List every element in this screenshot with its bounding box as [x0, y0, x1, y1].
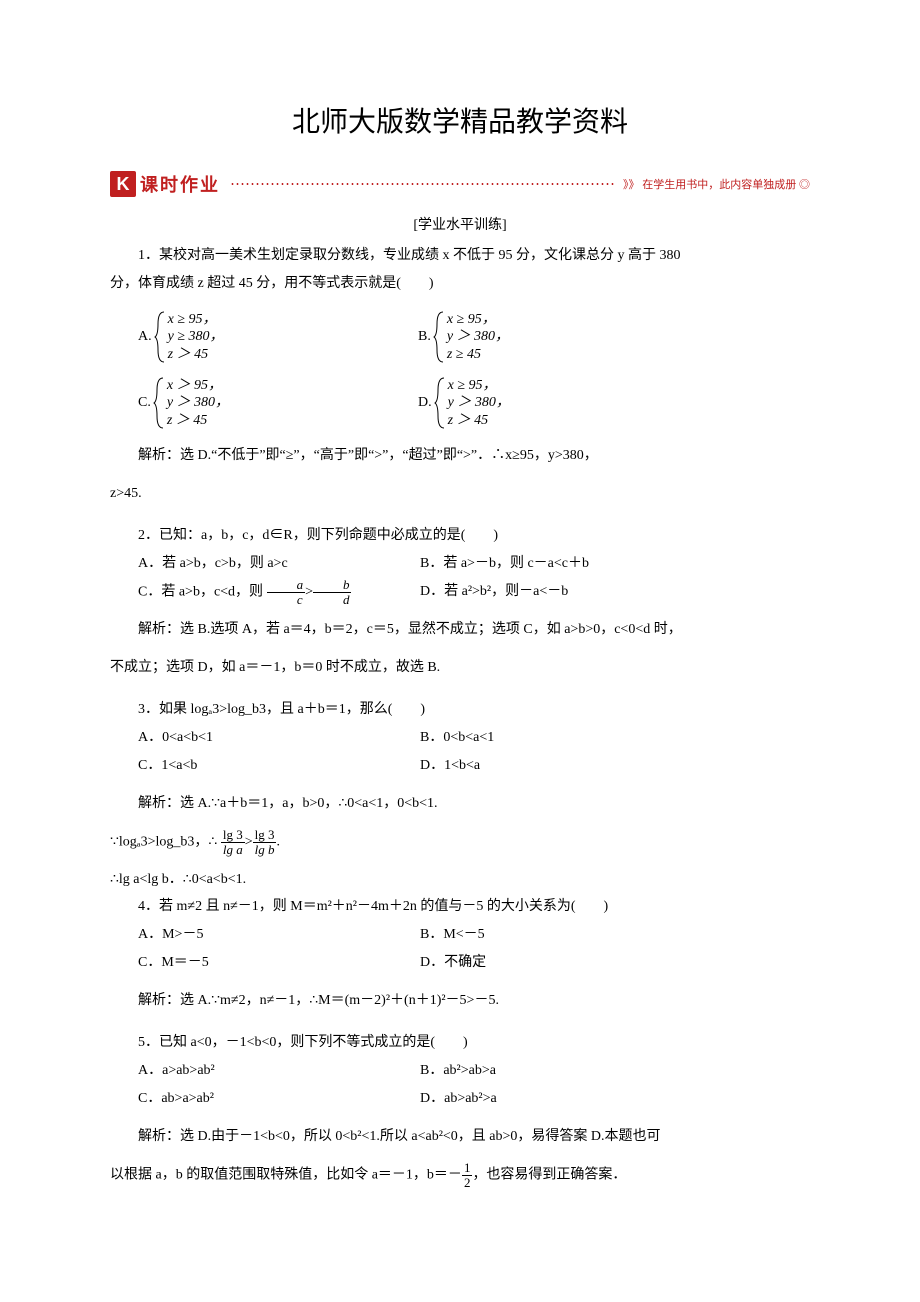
brace-line: y ＞ 380， [448, 394, 510, 412]
q3-option-A: A．0<a<b<1 [110, 724, 420, 752]
q5-analysis-line1: 解析：选 D.由于－1<b<0，所以 0<b²<1.所以 a<ab²<0，且 a… [110, 1123, 810, 1151]
brace-line: x ≥ 95， [448, 377, 510, 395]
q5-analysis-line2: 以根据 a，b 的取值范围取特殊值，比如令 a＝－1，b＝－ 1 2 ，也容易得… [110, 1161, 810, 1189]
q2-option-D: D．若 a²>b²，则－a<－b [420, 578, 810, 606]
denominator: 2 [462, 1176, 473, 1190]
header-label: 课时作业 [140, 171, 220, 197]
option-label: A. [138, 329, 152, 345]
left-brace-icon [434, 376, 448, 430]
header-note: 》》 在学生用书中，此内容单独成册 ◎ [623, 176, 810, 192]
q3-l2-post: . [276, 835, 280, 850]
denominator: lg a [221, 843, 245, 857]
q3-analysis-line3: ∴lg a<lg b．∴0<a<b<1. [110, 867, 810, 894]
q4-option-A: A．M>－5 [110, 921, 420, 949]
q3-l2-pre: ∵logₐ3>log_b3，∴ [110, 835, 217, 850]
q5-l2-post: ，也容易得到正确答案． [472, 1168, 626, 1183]
q1-stem-line1: 1．某校对高一美术生划定录取分数线，专业成绩 x 不低于 95 分，文化课总分 … [110, 242, 810, 270]
q2-option-A: A．若 a>b，c>b，则 a>c [110, 550, 420, 578]
q2-options-row1: A．若 a>b，c>b，则 a>c B．若 a>－b，则 c－a<c＋b [110, 550, 810, 578]
gt-sign: > [305, 584, 313, 599]
q2-analysis-line1: 解析：选 B.选项 A，若 a＝4，b＝2，c＝5，显然不成立；选项 C，如 a… [110, 616, 810, 644]
fraction: a c [267, 578, 306, 606]
q2-C-text: C．若 a>b，c<d，则 [138, 584, 263, 599]
q4-options-row2: C．M＝－5 D．不确定 [110, 949, 810, 977]
fraction: lg 3 lg a [221, 828, 245, 856]
q2-options-row2: C．若 a>b，c<d，则 a c > b d D．若 a²>b²，则－a<－b [110, 578, 810, 606]
q5-option-C: C．ab>a>ab² [110, 1085, 420, 1113]
q1-options-row1: A. x ≥ 95， y ≥ 380， z ＞ 45 B. x ≥ 95， [138, 310, 810, 364]
fraction: b d [313, 578, 352, 606]
section-title: [学业水平训练] [110, 214, 810, 234]
numerator: lg 3 [221, 828, 245, 843]
denominator: d [313, 593, 352, 607]
q1-stem-line2: 分，体育成绩 z 超过 45 分，用不等式表示就是( ) [110, 270, 810, 298]
brace-line: y ≥ 380， [168, 328, 224, 346]
fraction: 1 2 [462, 1161, 473, 1189]
brace-line: x ≥ 95， [168, 311, 224, 329]
q2-analysis-line2: 不成立；选项 D，如 a＝－1，b＝0 时不成立，故选 B. [110, 654, 810, 682]
q3-option-D: D．1<b<a [420, 752, 810, 780]
q3-options-row2: C．1<a<b D．1<b<a [110, 752, 810, 780]
q1-option-C: C. x ＞ 95， y ＞ 380， z ＞ 45 [138, 376, 418, 430]
denominator: lg b [253, 843, 277, 857]
q4-option-C: C．M＝－5 [110, 949, 420, 977]
q3-option-B: B．0<b<a<1 [420, 724, 810, 752]
q2-option-C: C．若 a>b，c<d，则 a c > b d [110, 578, 420, 606]
q5-options-row2: C．ab>a>ab² D．ab>ab²>a [110, 1085, 810, 1113]
q1-option-D: D. x ≥ 95， y ＞ 380， z ＞ 45 [418, 376, 698, 430]
numerator: 1 [462, 1161, 473, 1176]
brace-line: z ＞ 45 [167, 412, 229, 430]
brace-line: x ≥ 95， [447, 311, 509, 329]
q2-option-B: B．若 a>－b，则 c－a<c＋b [420, 550, 810, 578]
q4-options-row1: A．M>－5 B．M<－5 [110, 921, 810, 949]
header-bar: K 课时作业 》》 在学生用书中，此内容单独成册 ◎ [110, 168, 810, 200]
brace-line: z ≥ 45 [447, 346, 509, 364]
q5-option-B: B．ab²>ab>a [420, 1057, 810, 1085]
q5-l2-pre: 以根据 a，b 的取值范围取特殊值，比如令 a＝－1，b＝－ [110, 1168, 462, 1183]
q3-analysis-line1: 解析：选 A.∵a＋b＝1，a，b>0，∴0<a<1，0<b<1. [110, 790, 810, 818]
q3-option-C: C．1<a<b [110, 752, 420, 780]
dotted-rule [230, 182, 615, 186]
left-brace-icon [154, 310, 168, 364]
q3-stem: 3．如果 logₐ3>log_b3，且 a＋b＝1，那么( ) [110, 696, 810, 724]
q4-analysis: 解析：选 A.∵m≠2，n≠－1，∴M＝(m－2)²＋(n＋1)²－5>－5. [110, 987, 810, 1015]
q1-analysis-line1: 解析：选 D.“不低于”即“≥”，“高于”即“>”，“超过”即“>”．∴x≥95… [110, 442, 810, 470]
brace-line: x ＞ 95， [167, 377, 229, 395]
q5-stem: 5．已知 a<0，－1<b<0，则下列不等式成立的是( ) [110, 1029, 810, 1057]
numerator: lg 3 [253, 828, 277, 843]
left-brace-icon [153, 376, 167, 430]
q4-option-D: D．不确定 [420, 949, 810, 977]
q2-stem: 2．已知：a，b，c，d∈R，则下列命题中必成立的是( ) [110, 522, 810, 550]
gt-sign: > [245, 835, 253, 850]
q5-options-row1: A．a>ab>ab² B．ab²>ab>a [110, 1057, 810, 1085]
main-title: 北师大版数学精品教学资料 [110, 100, 810, 140]
left-brace-icon [433, 310, 447, 364]
q3-analysis-line2: ∵logₐ3>log_b3，∴ lg 3 lg a > lg 3 lg b . [110, 828, 810, 856]
q1-options-row2: C. x ＞ 95， y ＞ 380， z ＞ 45 D. x ≥ 95， [138, 376, 810, 430]
q4-stem: 4．若 m≠2 且 n≠－1，则 M＝m²＋n²－4m＋2n 的值与－5 的大小… [110, 893, 810, 921]
numerator: a [267, 578, 306, 593]
q1-analysis-line2: z>45. [110, 480, 810, 508]
brace-line: y ＞ 380， [447, 328, 509, 346]
q5-option-D: D．ab>ab²>a [420, 1085, 810, 1113]
fraction: lg 3 lg b [253, 828, 277, 856]
q5-option-A: A．a>ab>ab² [110, 1057, 420, 1085]
denominator: c [267, 593, 306, 607]
q3-options-row1: A．0<a<b<1 B．0<b<a<1 [110, 724, 810, 752]
numerator: b [313, 578, 352, 593]
brace-line: z ＞ 45 [168, 346, 224, 364]
option-label: D. [418, 395, 432, 411]
option-label: B. [418, 329, 431, 345]
brace-line: y ＞ 380， [167, 394, 229, 412]
brace-line: z ＞ 45 [448, 412, 510, 430]
q1-option-A: A. x ≥ 95， y ≥ 380， z ＞ 45 [138, 310, 418, 364]
option-label: C. [138, 395, 151, 411]
q1-option-B: B. x ≥ 95， y ＞ 380， z ≥ 45 [418, 310, 698, 364]
q4-option-B: B．M<－5 [420, 921, 810, 949]
k-icon: K [110, 171, 136, 197]
